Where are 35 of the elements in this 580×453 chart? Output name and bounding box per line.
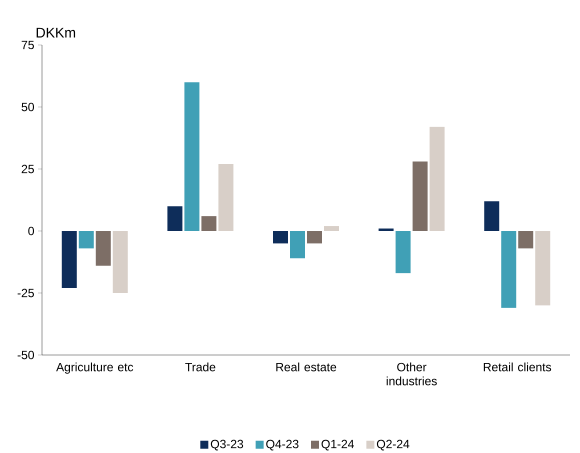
legend-label: Q1-24 bbox=[322, 440, 354, 450]
bar bbox=[484, 201, 500, 231]
y-tick-label: 50 bbox=[22, 102, 34, 112]
legend-label: Q4-23 bbox=[266, 440, 298, 450]
bar bbox=[62, 231, 77, 288]
bar bbox=[412, 162, 428, 231]
bar bbox=[501, 231, 516, 308]
x-tick-label: Real estate bbox=[276, 362, 336, 372]
legend-label: Q3-23 bbox=[210, 440, 244, 450]
bar bbox=[167, 206, 182, 231]
bar bbox=[307, 231, 322, 244]
y-tick-label: 0 bbox=[28, 226, 34, 236]
bar bbox=[396, 231, 411, 274]
y-axis-title: DKKm bbox=[36, 28, 76, 38]
x-tick-label: Agriculture etc bbox=[56, 362, 134, 374]
bar bbox=[201, 216, 216, 231]
x-tick-label: Retail clients bbox=[484, 362, 552, 372]
bar bbox=[273, 231, 288, 244]
y-tick-label: 75 bbox=[22, 40, 34, 50]
bar bbox=[78, 231, 94, 248]
bar bbox=[430, 126, 445, 231]
legend-label: Q2-24 bbox=[376, 440, 410, 450]
x-tick-label: Trade bbox=[185, 362, 216, 372]
x-tick-label: Other industries bbox=[386, 362, 437, 386]
y-tick-label: -50 bbox=[18, 350, 34, 360]
y-tick-label: -25 bbox=[18, 288, 34, 298]
bar bbox=[112, 231, 128, 293]
bar bbox=[184, 82, 200, 231]
bar bbox=[518, 231, 534, 248]
bar bbox=[535, 231, 550, 306]
bar bbox=[96, 231, 111, 266]
y-tick-label: 25 bbox=[22, 164, 34, 174]
bar bbox=[218, 164, 234, 231]
bar bbox=[290, 231, 306, 258]
bar bbox=[324, 226, 340, 231]
